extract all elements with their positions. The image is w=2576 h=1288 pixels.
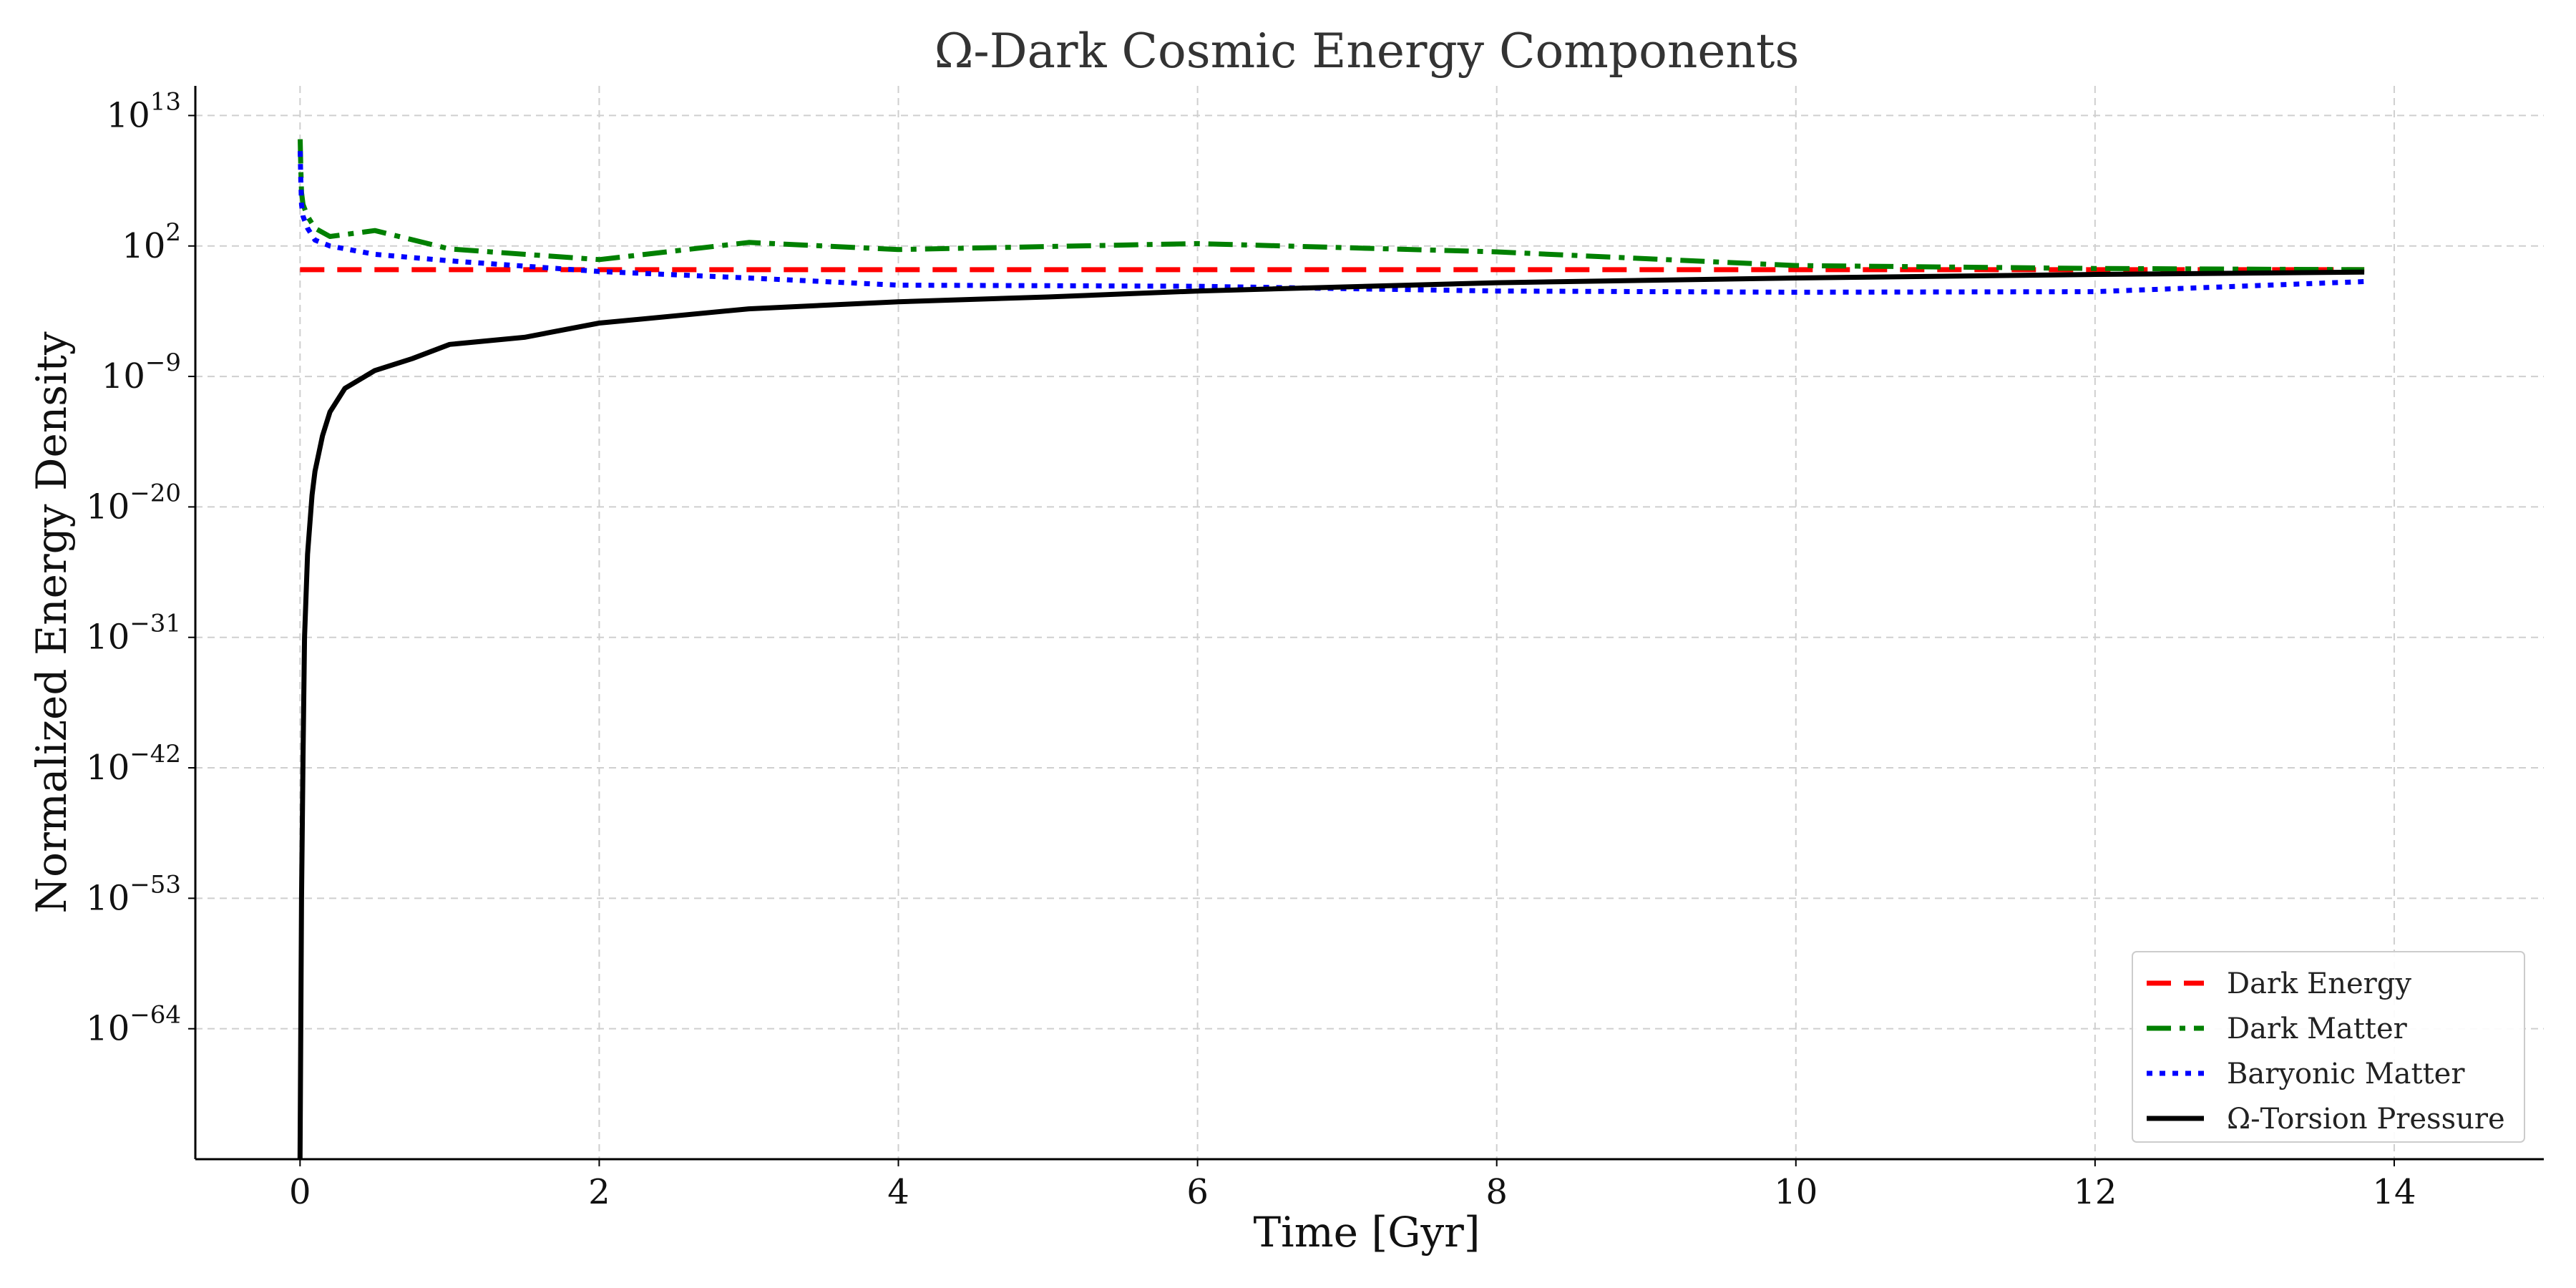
legend-label: Dark Energy [2227, 967, 2411, 1000]
y-tick-label: 102 [122, 218, 181, 266]
x-tick-label: 4 [887, 1172, 909, 1212]
series-line [297, 269, 2365, 1160]
x-axis-label: Time [Gyr] [1253, 1208, 1480, 1257]
y-axis-label: Normalized Energy Density [27, 331, 76, 913]
ticks: 0 2 4 6 8 10 12 14 1013 102 10−9 10−20 10−31 10−42 10−… [86, 87, 2416, 1212]
y-tick-label: 10−42 [86, 740, 181, 788]
x-tick-label: 10 [1774, 1172, 1818, 1212]
legend-label: Ω-Torsion Pressure [2227, 1103, 2505, 1136]
legend-frame [2132, 951, 2525, 1143]
y-tick-label: 10−20 [86, 479, 181, 527]
y-tick-label: 10−31 [86, 610, 181, 658]
legend-label: Dark Matter [2227, 1013, 2408, 1045]
x-tick-label: 6 [1186, 1172, 1209, 1212]
y-tick-label: 10−64 [86, 1001, 181, 1049]
legend: Dark Energy Dark Matter Baryonic Matter Ω-T… [2132, 951, 2525, 1143]
x-tick-label: 12 [2073, 1172, 2117, 1212]
chart-title: Ω-Dark Cosmic Energy Components [935, 24, 1800, 79]
y-tick-label: 10−9 [102, 348, 181, 396]
legend-label: Baryonic Matter [2227, 1058, 2465, 1091]
x-tick-label: 8 [1485, 1172, 1508, 1212]
x-tick-label: 14 [2372, 1172, 2416, 1212]
axes [194, 86, 2544, 1161]
y-tick-label: 10−53 [86, 870, 181, 918]
x-tick-label: 0 [289, 1172, 311, 1212]
series-line [298, 139, 2365, 273]
series-layer [297, 139, 2365, 1160]
x-tick-label: 2 [588, 1172, 610, 1212]
y-tick-label: 1013 [107, 87, 181, 135]
